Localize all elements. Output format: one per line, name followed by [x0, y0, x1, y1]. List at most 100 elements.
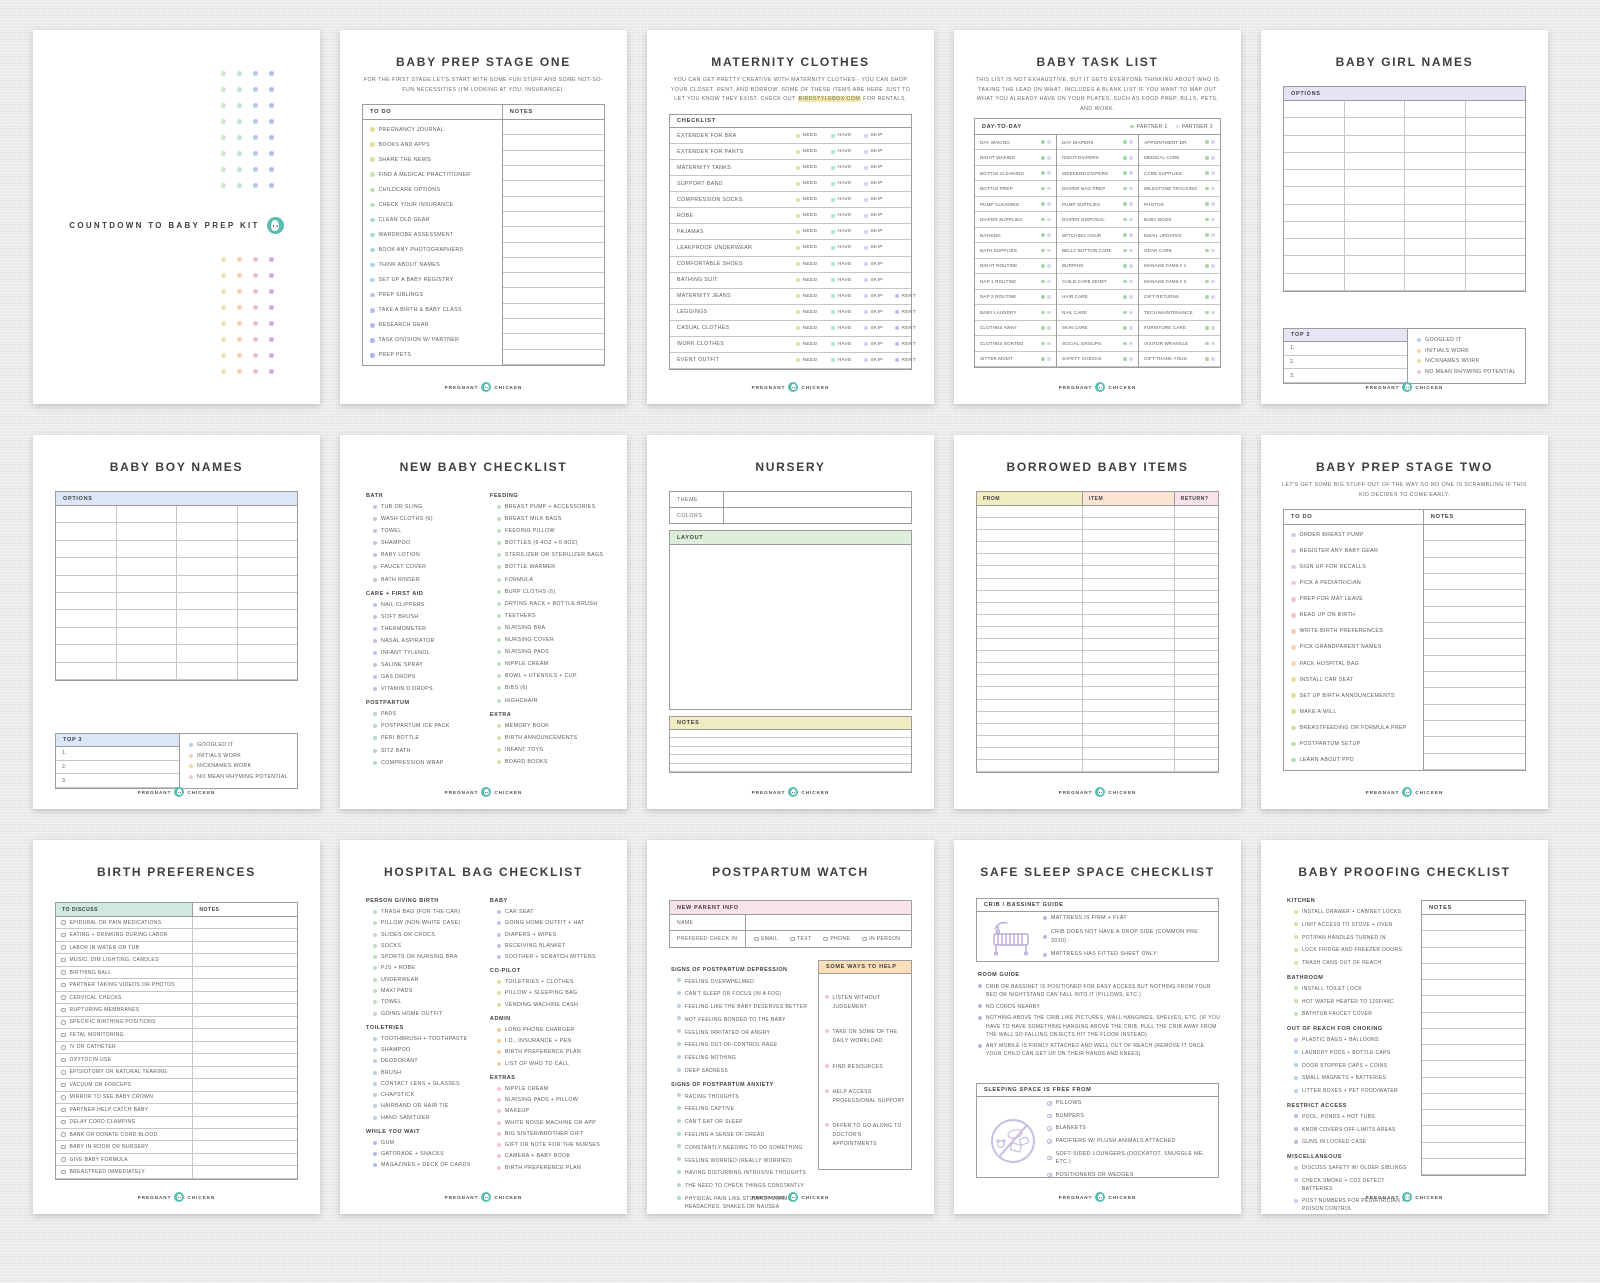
- legend-dot: [1417, 337, 1422, 342]
- todo-item: SHARE THE NEWS: [370, 157, 495, 163]
- page-baby-proofing-checklist: BABY PROOFING CHECKLIST KITCHEN INSTALL …: [1261, 840, 1548, 1214]
- name-cell: [1405, 221, 1466, 239]
- crib-guide-item: MATTRESS IS FIRM + FLAT: [1043, 914, 1212, 922]
- todo-item: TAKE A BIRTH & BABY CLASS: [370, 307, 495, 313]
- option-have: HAVE: [831, 149, 852, 154]
- return-cell: [1175, 506, 1218, 517]
- egg-icon: [788, 382, 799, 392]
- bullet-dot: [496, 686, 501, 691]
- free-from-item: PACIFIERS W/ PLUSH ANIMALS ATTACHED: [1047, 1137, 1212, 1145]
- partner2-dot: [1129, 217, 1133, 222]
- symptom-item: FEELING CAPTIVE: [677, 1105, 809, 1113]
- section-care-first-aid: CARE + FIRST AID NAIL CLIPPERS SOFT BRUSH…: [366, 591, 490, 693]
- bullet-dot: [373, 1059, 377, 1064]
- checklist-item: UNDERWEAR: [373, 977, 490, 983]
- item-cell: [1083, 651, 1175, 663]
- pregnant-chicken-logo: PREGNANT CHICKEN: [1261, 787, 1548, 797]
- bullet-dot: [496, 1109, 501, 1114]
- todo-item: CHECK YOUR INSURANCE: [370, 202, 495, 208]
- name-cell: [1345, 187, 1405, 204]
- checklist-item: LAUNDRY PODS + BOTTLE CAPS: [1294, 1050, 1415, 1058]
- task-cell: PUMP CLEANING: [975, 197, 1056, 213]
- table-row: [977, 747, 1218, 760]
- option-need: NEED: [796, 358, 817, 363]
- options-row: [56, 610, 297, 628]
- symptom-item: HAVING DISTURBING INTRUSIVE THOUGHTS: [677, 1169, 809, 1177]
- name-cell: [1345, 135, 1405, 152]
- partner2-dot: [1211, 279, 1215, 284]
- partner2-dot: [1047, 310, 1051, 315]
- no-circle-icon: [1047, 1138, 1052, 1144]
- return-cell: [1175, 760, 1218, 771]
- todo-item: MAKE A WILL: [1291, 709, 1416, 715]
- todo-item: PREP PETS: [370, 352, 495, 358]
- task-cell: DAY WAKING: [975, 135, 1056, 151]
- checklist-item: BOTTLES (6 4OZ + 6 8OZ): [496, 540, 609, 546]
- bullet-dot: [825, 995, 829, 1000]
- partner2-dot: [1129, 341, 1133, 346]
- notes-line: [1423, 639, 1525, 656]
- bullet-dot: [1291, 693, 1296, 698]
- top3-box: TOP 3 1. 2. 3. GOOGLED IT INITIALS WORK NICK…: [1283, 328, 1526, 384]
- checklist-item: PADS: [373, 711, 490, 717]
- partner2-dot: [1129, 357, 1133, 361]
- bullet-dot: [496, 980, 501, 985]
- bullet-dot: [1291, 597, 1296, 602]
- maternity-checklist-table: CHECKLIST EXTENDER FOR BRA NEED HAVE SKI…: [669, 114, 916, 370]
- page-title: NURSERY: [755, 460, 826, 474]
- bullet-dot: [825, 1063, 829, 1068]
- from-cell: [977, 530, 1084, 542]
- pregnant-chicken-logo: PREGNANT CHICKEN: [954, 382, 1241, 392]
- preference-row: PARTNER TAKING VIDEOS OR PHOTOS: [56, 979, 297, 992]
- name-cell: [56, 593, 117, 610]
- partner2-dot: [1047, 233, 1051, 237]
- notes-line: [502, 227, 604, 243]
- partner1-dot: [1123, 341, 1127, 346]
- bullet-dot: [373, 541, 377, 546]
- need-dot: [796, 165, 800, 170]
- no-soft-items-icon: [991, 1119, 1035, 1164]
- egg-icon: [788, 1192, 799, 1202]
- checklist-item: VITAMIN D DROPS: [373, 686, 490, 692]
- option-need: NEED: [796, 133, 817, 138]
- page-birth-preferences: BIRTH PREFERENCES TO DISCUSS NOTES EPIDU…: [33, 840, 320, 1214]
- partner2-dot: [1211, 217, 1215, 222]
- bullet-dot: [496, 759, 501, 764]
- crib-guide-item: MATTRESS HAS FITTED SHEET ONLY: [1043, 950, 1212, 958]
- checklist-item: NASAL ASPIRATOR: [373, 638, 490, 644]
- have-dot: [831, 133, 835, 138]
- notes-line: [1422, 1110, 1525, 1127]
- return-cell: [1175, 627, 1218, 638]
- bullet-dot: [373, 614, 377, 619]
- checklist-item: TRASH CANS OUT OF REACH: [1294, 960, 1415, 968]
- partner2-legend: PARTNER 2: [1175, 124, 1213, 130]
- bullet-dot: [496, 698, 501, 703]
- task-column-2: DAY DIAPERS NIGHT DIAPERS WEEKEND DIAPERS D…: [1057, 135, 1139, 368]
- egg-icon: [481, 382, 492, 392]
- bullet-dot: [373, 760, 377, 765]
- task-cell: CLOTHES SORTED: [975, 336, 1056, 352]
- partner2-dot: [1175, 124, 1180, 129]
- return-cell: [1175, 687, 1218, 698]
- option-skip: SKIP: [864, 213, 883, 218]
- top3-rank-row: 3.: [1284, 369, 1408, 384]
- from-cell: [977, 518, 1084, 530]
- checklist-item: DEODORANT: [373, 1058, 490, 1064]
- checklist-item: FEEDING PILLOW: [496, 528, 609, 534]
- section-feeding: FEEDING BREAST PUMP + ACCESSORIES BREAST …: [490, 493, 609, 704]
- help-item: HELP ACCESS PROFESSIONAL SUPPORT: [825, 1088, 905, 1106]
- checklist-item: LOCK FRIDGE AND FREEZER DOORS: [1294, 947, 1415, 955]
- need-dot: [796, 229, 800, 234]
- no-circle-icon: [1047, 1113, 1052, 1119]
- notes-line: [1423, 672, 1525, 689]
- task-cell: WEEKEND DIAPERS: [1057, 166, 1138, 182]
- checklist-row: PAJAMAS NEED HAVE SKIP RENT: [670, 224, 911, 241]
- bullet-dot: [373, 1104, 377, 1109]
- checklist-item: HAIRBAND OR HAIR TIE: [373, 1103, 490, 1109]
- name-cell: [1345, 221, 1405, 239]
- bullet-dot: [370, 217, 375, 223]
- from-cell: [977, 711, 1084, 723]
- bullet-dot: [370, 308, 375, 313]
- bullet-dot: [1291, 709, 1296, 714]
- bullet-dot: [496, 943, 501, 948]
